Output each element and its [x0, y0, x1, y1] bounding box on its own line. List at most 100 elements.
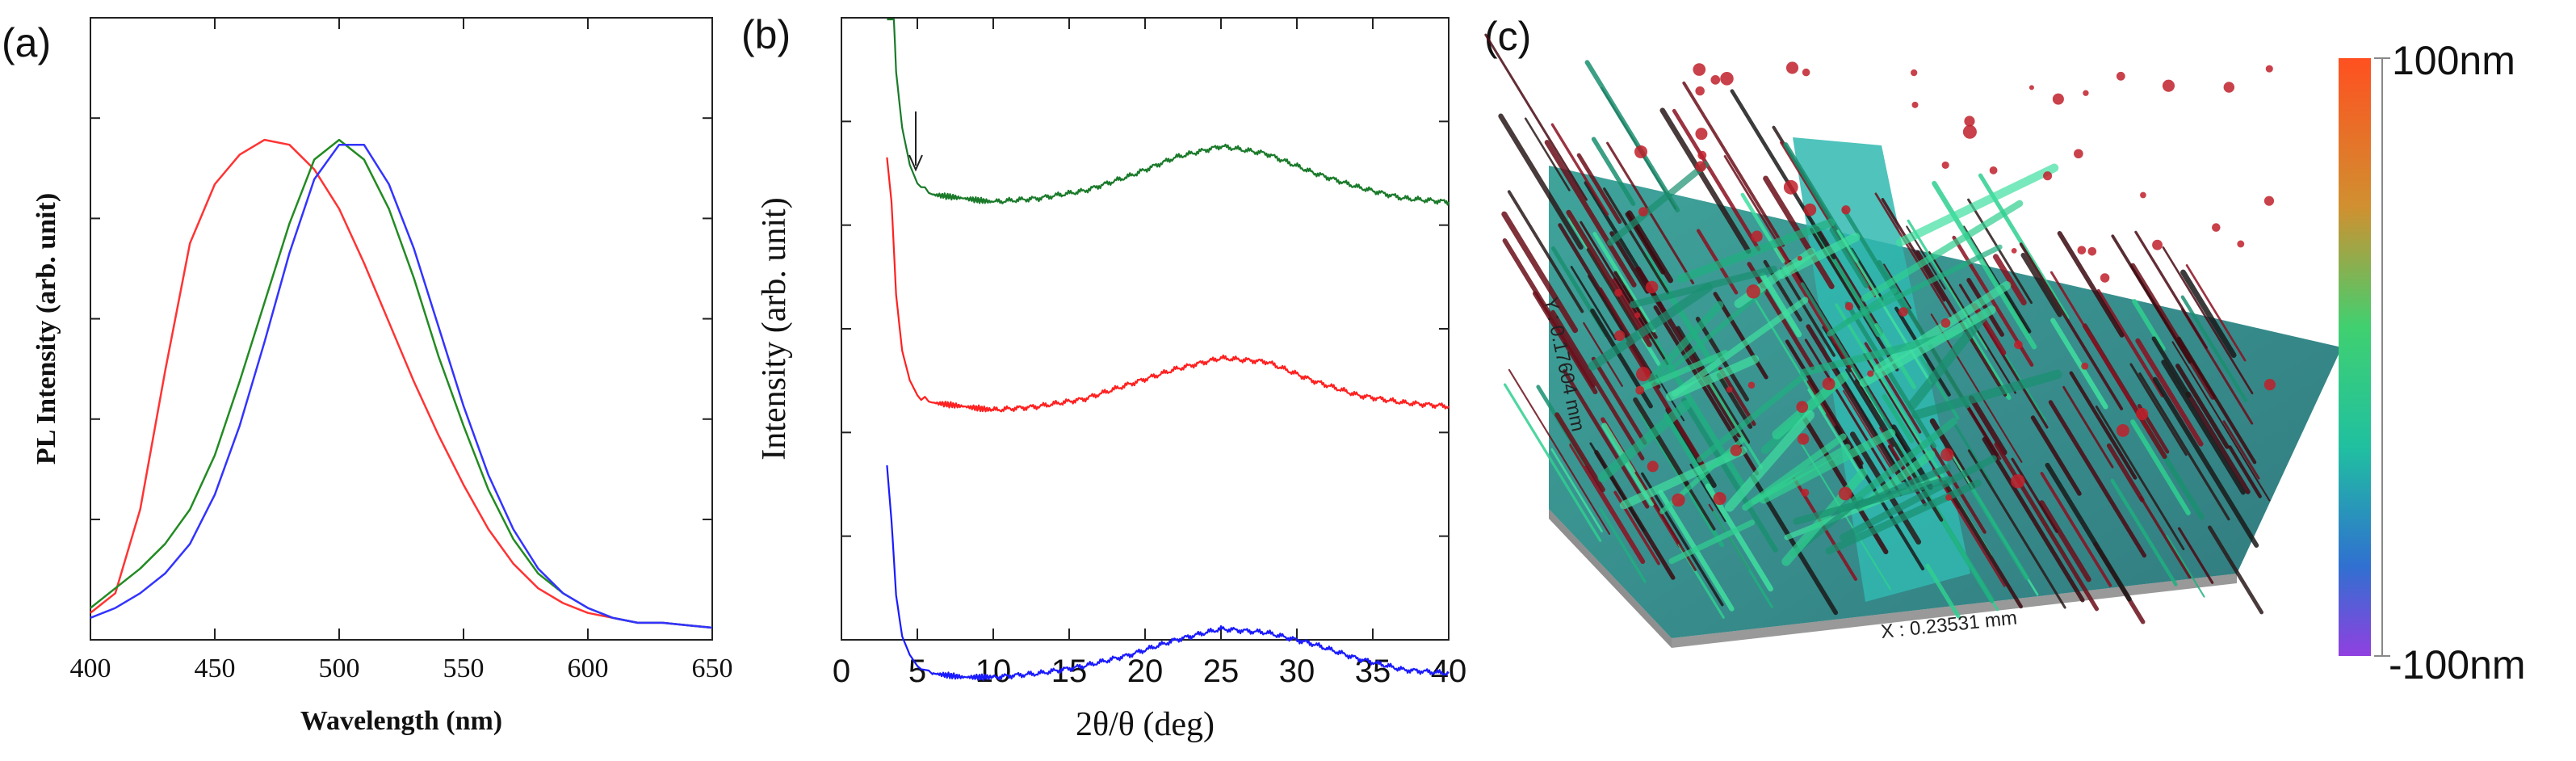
afm-ridge: [1751, 444, 1851, 505]
afm-spike: [2132, 299, 2166, 351]
chart-b-xtick-label: 10: [975, 654, 1012, 689]
afm-peak: [2077, 246, 2087, 254]
afm-spike: [2177, 527, 2214, 584]
panel-label-c: (c): [1484, 14, 1531, 59]
afm-ridge: [1672, 296, 1809, 397]
afm-spike: [2134, 230, 2208, 349]
colorbar-gradient: [2339, 58, 2371, 656]
afm-spike: [1970, 487, 2029, 581]
afm-spike: [1524, 117, 1571, 191]
afm-spike: [1712, 511, 1773, 608]
afm-peak: [1710, 75, 1721, 85]
afm-spike: [2166, 535, 2205, 598]
chart-a-xlabel: Wavelength (nm): [300, 706, 502, 736]
afm-spike: [1780, 267, 1836, 357]
afm-ridge: [1724, 410, 1815, 512]
chart-a-ylabel: PL Intensity (arb. unit): [31, 193, 61, 465]
afm-peak: [2014, 340, 2023, 350]
chart-b-series-line: [886, 157, 1450, 413]
afm-spike: [2106, 443, 2145, 502]
afm-peak: [1614, 330, 1626, 342]
afm-spike: [2171, 341, 2271, 502]
afm-ridge: [1759, 428, 1896, 504]
afm-spike: [2057, 230, 2125, 338]
afm-spike: [2129, 363, 2188, 456]
chart-a-series-line: [90, 138, 713, 629]
afm-spike: [2180, 269, 2237, 358]
afm-ridge: [1668, 519, 1756, 565]
afm-spike: [2040, 472, 2112, 587]
chart-a-xtick-label: 500: [319, 654, 360, 683]
afm-peak: [1803, 203, 1817, 217]
afm-ridge: [1793, 476, 1953, 525]
afm-spike: [1740, 192, 1785, 263]
afm-peak: [1911, 101, 1919, 108]
afm-spike: [1883, 263, 1912, 309]
afm-spike: [1800, 282, 1893, 431]
afm-spike: [1613, 271, 1649, 326]
afm-spike: [1558, 223, 1661, 389]
afm-spike: [1881, 198, 1946, 302]
afm-peak: [2263, 196, 2275, 206]
afm-spike: [1544, 140, 1637, 288]
chart-b-arrow: [908, 111, 923, 172]
afm-ridge: [1825, 479, 1982, 555]
afm-spike: [2039, 500, 2091, 582]
chart-b-xlabel: 2θ/θ (deg): [1076, 706, 1215, 743]
colorbar-max-label: 100nm: [2392, 38, 2515, 83]
afm-ridge: [1859, 305, 1996, 388]
afm-peak: [1730, 444, 1743, 456]
afm-ridge: [1873, 281, 2012, 374]
afm-peak: [2116, 423, 2129, 437]
chart-a-series: [90, 138, 713, 629]
afm-spike: [1591, 356, 1647, 445]
afm-spike: [1503, 383, 1602, 542]
afm-spike: [1967, 449, 2066, 609]
chart-a-frame: [90, 17, 713, 641]
chart-b-series: [886, 18, 1450, 681]
chart-a-ticks: 400 450 500 550 600 650: [70, 18, 733, 683]
afm-spike: [1580, 221, 1669, 366]
afm-spike: [1681, 397, 1778, 553]
afm-spike: [1994, 442, 2100, 612]
afm-spike: [1982, 437, 2085, 603]
afm-spike: [1747, 288, 1827, 415]
afm-spike: [1844, 301, 1936, 449]
afm-spike: [2069, 371, 2138, 480]
afm-peak: [1801, 488, 1810, 497]
afm-ridge: [1676, 218, 1836, 284]
afm-spike: [1877, 259, 1970, 409]
afm-spike: [2130, 419, 2191, 515]
afm-spike: [2050, 317, 2108, 410]
afm-peak: [1645, 280, 1659, 294]
afm-spike: [1993, 254, 2027, 305]
afm-spike: [2180, 295, 2248, 403]
afm-peak: [1802, 68, 1810, 77]
afm-spike: [1943, 480, 2023, 609]
afm-peak: [2162, 79, 2175, 92]
afm-peak: [1989, 166, 1998, 174]
afm-spike: [1576, 153, 1622, 225]
afm-spike: [2162, 246, 2254, 395]
afm-peak: [2043, 171, 2053, 181]
afm-peak: [2100, 273, 2110, 283]
afm-spike: [2151, 336, 2191, 398]
afm-spike: [1925, 563, 1961, 619]
afm-peak: [1867, 370, 1874, 377]
chart-a-xtick-label: 400: [70, 654, 111, 683]
afm-spike: [2020, 252, 2062, 317]
chart-a-xtick-label: 550: [443, 654, 485, 683]
afm-spike: [1718, 367, 1756, 427]
afm-peak: [2052, 93, 2064, 105]
afm-spike: [1589, 442, 1646, 532]
afm-spike: [1684, 481, 1716, 531]
afm-spike: [2185, 391, 2251, 494]
afm-peak: [1693, 63, 1706, 76]
afm-spike: [1584, 60, 1680, 212]
afm-spike: [1609, 231, 1650, 294]
afm-spike: [1672, 108, 1761, 251]
chart-b-ylabel: Intensity (arb. unit): [756, 197, 793, 460]
afm-peak: [2011, 248, 2017, 254]
chart-b-series-line: [887, 18, 1450, 206]
afm-spike: [1653, 305, 1760, 476]
